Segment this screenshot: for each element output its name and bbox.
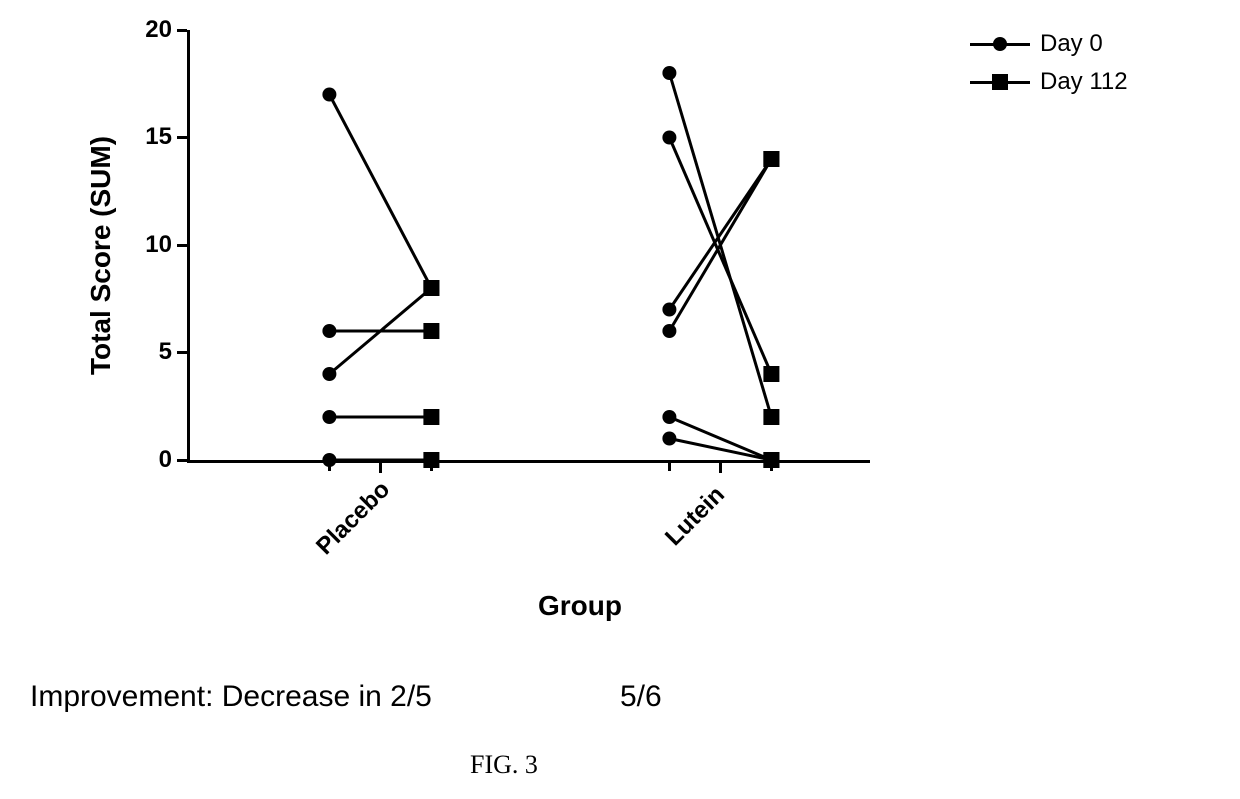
square-marker-icon xyxy=(992,74,1008,90)
chart-svg xyxy=(190,30,870,460)
legend-swatch xyxy=(970,34,1030,54)
circle-marker-icon xyxy=(993,37,1007,51)
x-category-tick xyxy=(719,463,722,473)
marker-square xyxy=(763,452,779,468)
x-axis-title: Group xyxy=(480,590,680,622)
connector-line xyxy=(669,159,771,310)
x-category-label: Lutein xyxy=(660,481,731,552)
figure-label: FIG. 3 xyxy=(470,750,538,780)
legend-swatch xyxy=(970,72,1030,92)
marker-circle xyxy=(322,88,336,102)
y-tick-label: 15 xyxy=(122,123,172,151)
marker-square xyxy=(763,409,779,425)
connector-line xyxy=(669,439,771,461)
y-tick xyxy=(177,459,187,462)
marker-square xyxy=(763,151,779,167)
legend-item: Day 0 xyxy=(970,30,1128,58)
marker-circle xyxy=(662,66,676,80)
marker-square xyxy=(423,452,439,468)
y-tick xyxy=(177,244,187,247)
marker-circle xyxy=(322,453,336,467)
marker-circle xyxy=(662,131,676,145)
connector-line xyxy=(669,417,771,460)
connector-line xyxy=(669,138,771,375)
x-subgroup-tick xyxy=(668,463,671,471)
marker-circle xyxy=(322,410,336,424)
legend-label: Day 112 xyxy=(1040,68,1128,96)
marker-square xyxy=(763,366,779,382)
marker-circle xyxy=(322,324,336,338)
chart-plot-area: 05101520Total Score (SUM)PlaceboLuteinGr… xyxy=(190,30,870,460)
marker-circle xyxy=(322,367,336,381)
y-tick xyxy=(177,29,187,32)
marker-square xyxy=(423,409,439,425)
improvement-caption-lutein: 5/6 xyxy=(620,680,662,714)
y-tick-label: 5 xyxy=(122,338,172,366)
marker-circle xyxy=(662,432,676,446)
connector-line xyxy=(329,95,431,289)
marker-square xyxy=(423,280,439,296)
y-axis-title: Total Score (SUM) xyxy=(85,136,117,375)
marker-circle xyxy=(662,324,676,338)
y-tick-label: 20 xyxy=(122,16,172,44)
y-tick-label: 10 xyxy=(122,231,172,259)
y-tick xyxy=(177,136,187,139)
y-tick-label: 0 xyxy=(122,446,172,474)
y-tick xyxy=(177,351,187,354)
chart-legend: Day 0 Day 112 xyxy=(970,30,1128,106)
x-category-tick xyxy=(379,463,382,473)
legend-item: Day 112 xyxy=(970,68,1128,96)
legend-label: Day 0 xyxy=(1040,30,1103,58)
improvement-caption-placebo: Improvement: Decrease in 2/5 xyxy=(30,680,432,714)
x-category-label: Placebo xyxy=(311,476,396,561)
marker-circle xyxy=(662,303,676,317)
marker-circle xyxy=(662,410,676,424)
page-root: 0 5 10 15 20 Total Score (SUM) Placebo Lutein Gr… xyxy=(0,0,1240,799)
connector-line xyxy=(669,159,771,331)
marker-square xyxy=(423,323,439,339)
